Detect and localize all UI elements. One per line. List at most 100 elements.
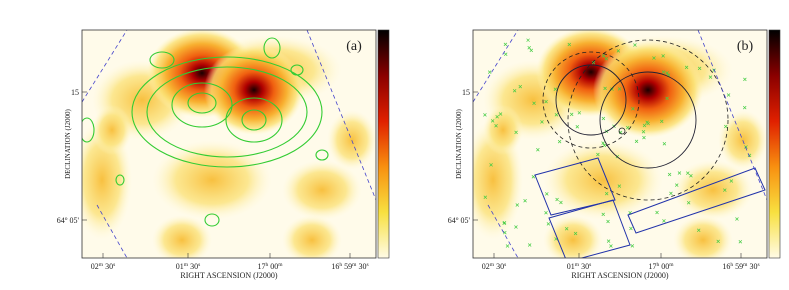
source-marker: [659, 119, 664, 124]
source-marker: [689, 174, 693, 178]
contour: [315, 149, 329, 161]
faint-emission: [282, 215, 342, 258]
superscript: o: [65, 216, 68, 222]
text-part: 30: [188, 262, 198, 271]
source-marker: [575, 125, 580, 129]
source-marker: [591, 60, 596, 65]
text-part: 16: [331, 262, 339, 271]
source-marker: [630, 244, 635, 248]
source-marker: [494, 124, 498, 128]
faint-emission: [718, 110, 767, 170]
contour: [241, 109, 267, 131]
small-circle: [618, 127, 626, 135]
source-marker: [697, 66, 702, 71]
text-part: 15: [71, 88, 79, 97]
dashed-circle: [567, 39, 729, 201]
source-marker: [661, 70, 666, 74]
source-marker: [604, 57, 609, 61]
source-marker: [631, 106, 635, 111]
source-marker: [483, 195, 488, 200]
source-marker: [742, 105, 747, 110]
y-axis-label: DECLINATION (J2000): [64, 108, 72, 178]
image-frame: [472, 29, 768, 259]
source-marker: [564, 227, 569, 231]
superscript: h: [656, 262, 659, 268]
text-part: 59: [342, 262, 352, 271]
source-marker: [569, 112, 574, 117]
source-marker: [601, 141, 605, 145]
text-part: 02: [482, 262, 490, 271]
contour: [131, 56, 323, 168]
y-axis-label: DECLINATION (J2000): [455, 108, 463, 178]
contour: [146, 66, 308, 158]
source-marker: [502, 221, 506, 226]
faint-emission: [673, 160, 753, 220]
source-marker: [529, 48, 534, 53]
x-axis-label: RIGHT ASCENSION (J2000): [571, 271, 669, 280]
source-marker: [686, 171, 690, 175]
source-marker: [738, 239, 743, 244]
text-part: 59: [733, 262, 743, 271]
survey-boundary: [306, 30, 376, 201]
source-marker: [652, 56, 656, 60]
source-marker: [669, 191, 673, 196]
source-marker: [629, 226, 633, 231]
survey-boundary: [697, 30, 767, 201]
tick-label: 01m 30s: [567, 262, 591, 271]
text-part: 30: [103, 262, 113, 271]
source-marker: [527, 46, 531, 50]
source-marker: [661, 54, 665, 58]
source-marker: [559, 200, 563, 205]
text-part: 30: [494, 262, 504, 271]
superscript: h: [265, 262, 268, 268]
source-marker: [665, 96, 669, 101]
source-marker: [625, 125, 630, 130]
source-marker: [505, 244, 510, 248]
text-part: 64: [448, 216, 456, 225]
text-part: 30: [579, 262, 589, 271]
color-bar: [377, 29, 390, 259]
source-marker: [696, 228, 701, 233]
source-marker: [604, 191, 609, 196]
text-part: 30: [747, 262, 757, 271]
region-box: [534, 157, 616, 216]
source-marker: [544, 211, 548, 215]
faint-emission: [543, 140, 663, 220]
source-marker: [540, 120, 544, 124]
source-marker: [723, 188, 727, 192]
text-part: 15: [462, 88, 470, 97]
source-marker: [503, 52, 508, 56]
faint-emission: [673, 215, 733, 258]
tick-label: 16h 59m 30s: [331, 262, 368, 271]
source-marker: [536, 148, 540, 152]
source-marker: [684, 65, 689, 70]
faint-emission: [327, 110, 376, 170]
source-marker: [515, 203, 520, 207]
text-part: 64: [57, 216, 65, 225]
source-marker: [674, 183, 679, 187]
superscript: m: [352, 262, 357, 268]
source-marker: [596, 152, 600, 157]
text-part: 00: [268, 262, 278, 271]
source-marker: [601, 53, 606, 58]
panel-label: (b): [737, 39, 754, 54]
tick-label: 16h 59m 30s: [722, 262, 759, 271]
text-part: 01: [567, 262, 575, 271]
text-part: 00: [659, 262, 669, 271]
solid-circle: [555, 64, 627, 136]
contour: [204, 213, 220, 227]
source-marker: [526, 38, 530, 42]
panel: (a) DECLINATION (J2000) RIGHT ASCENSION (J…: [57, 29, 390, 280]
contour: [290, 64, 304, 76]
sky-image: [473, 30, 767, 258]
contour: [171, 82, 233, 128]
contour: [149, 51, 175, 69]
source-marker: [553, 87, 558, 91]
source-marker: [490, 119, 495, 123]
source-marker: [677, 171, 682, 175]
superscript: s: [589, 262, 591, 268]
source-marker: [735, 217, 739, 221]
faint-emission: [152, 215, 212, 258]
survey-boundary: [96, 204, 128, 258]
superscript: m: [575, 262, 580, 268]
